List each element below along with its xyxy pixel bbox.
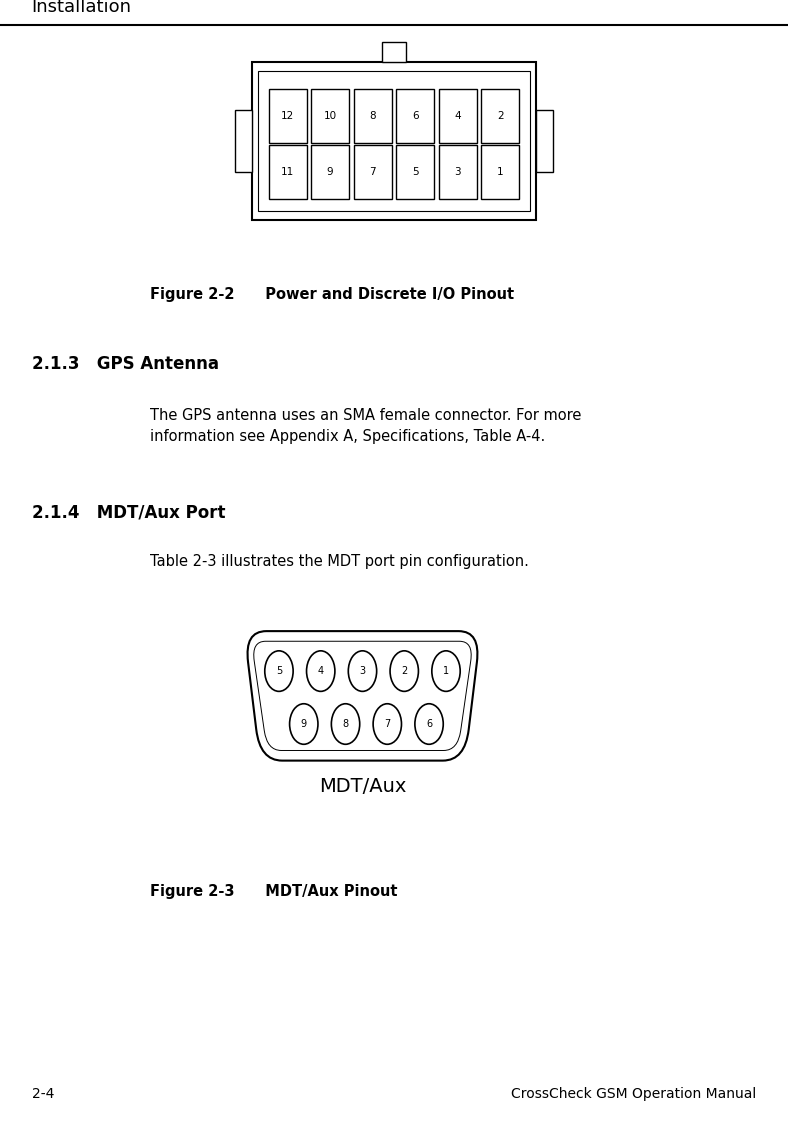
Bar (311, 145, 349, 199)
Text: 11: 11 (281, 168, 294, 177)
Bar (439, 145, 477, 199)
Text: Table 2-3 illustrates the MDT port pin configuration.: Table 2-3 illustrates the MDT port pin c… (150, 554, 529, 569)
Bar (354, 89, 392, 143)
Bar (354, 145, 392, 199)
Text: 9: 9 (327, 168, 333, 177)
Text: 2-4: 2-4 (32, 1088, 54, 1101)
Text: Figure 2-3      MDT/Aux Pinout: Figure 2-3 MDT/Aux Pinout (150, 884, 397, 899)
Text: 8: 8 (370, 111, 376, 120)
Text: 10: 10 (324, 111, 336, 120)
Text: 4: 4 (455, 111, 461, 120)
Circle shape (414, 704, 443, 744)
Text: 8: 8 (343, 720, 348, 729)
Text: MDT/Aux: MDT/Aux (319, 777, 406, 796)
Circle shape (307, 651, 335, 691)
Text: 6: 6 (426, 720, 432, 729)
Bar (481, 145, 519, 199)
Text: 9: 9 (301, 720, 307, 729)
Circle shape (348, 651, 377, 691)
Circle shape (390, 651, 418, 691)
Bar (396, 89, 434, 143)
Text: 1: 1 (497, 168, 504, 177)
Circle shape (265, 651, 293, 691)
Text: The GPS antenna uses an SMA female connector. For more
information see Appendix : The GPS antenna uses an SMA female conne… (150, 408, 581, 444)
PathPatch shape (254, 642, 471, 750)
Bar (269, 89, 307, 143)
Bar (396, 145, 434, 199)
Text: 4: 4 (318, 667, 324, 676)
Bar (536, 109, 553, 171)
Bar (269, 145, 307, 199)
Circle shape (374, 704, 402, 744)
Text: 2.1.3   GPS Antenna: 2.1.3 GPS Antenna (32, 355, 218, 373)
Text: 1: 1 (443, 667, 449, 676)
Text: 12: 12 (281, 111, 294, 120)
Text: 3: 3 (359, 667, 366, 676)
Text: 3: 3 (455, 168, 461, 177)
Circle shape (432, 651, 460, 691)
Bar (382, 42, 406, 62)
Text: 6: 6 (412, 111, 418, 120)
Text: 2.1.4   MDT/Aux Port: 2.1.4 MDT/Aux Port (32, 503, 225, 521)
Text: 7: 7 (370, 168, 376, 177)
Bar (439, 89, 477, 143)
Text: Figure 2-2      Power and Discrete I/O Pinout: Figure 2-2 Power and Discrete I/O Pinout (150, 287, 514, 302)
Text: 2: 2 (497, 111, 504, 120)
Text: 7: 7 (385, 720, 390, 729)
Circle shape (331, 704, 359, 744)
Bar (481, 89, 519, 143)
Text: CrossCheck GSM Operation Manual: CrossCheck GSM Operation Manual (511, 1088, 756, 1101)
Text: 5: 5 (412, 168, 418, 177)
Text: 5: 5 (276, 667, 282, 676)
PathPatch shape (247, 631, 478, 761)
Text: Installation: Installation (32, 0, 132, 16)
Bar (235, 109, 252, 171)
Bar (258, 71, 530, 211)
Text: 2: 2 (401, 667, 407, 676)
Bar (252, 62, 536, 220)
Circle shape (289, 704, 318, 744)
Bar (311, 89, 349, 143)
